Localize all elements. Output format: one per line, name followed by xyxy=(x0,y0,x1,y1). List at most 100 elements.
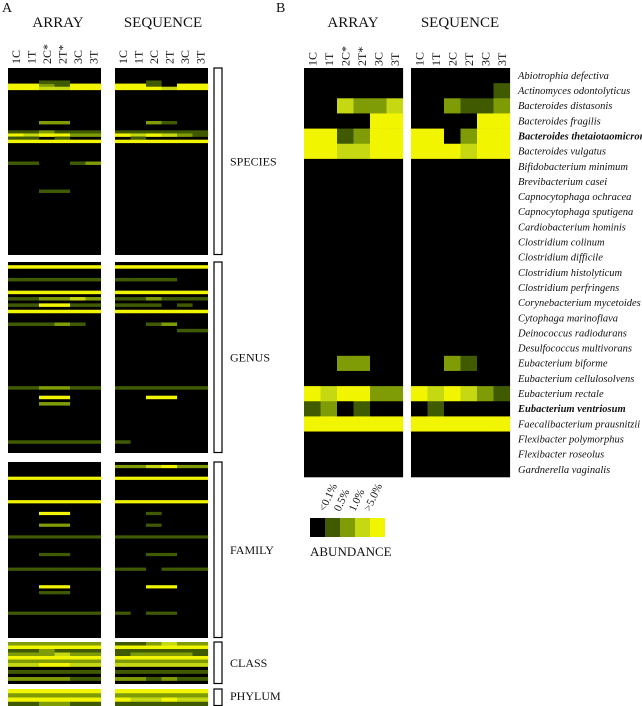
heatmap-cell xyxy=(370,204,387,220)
heatmap-cell xyxy=(85,649,102,653)
heatmap-cell xyxy=(460,280,478,296)
heatmap-cell xyxy=(177,652,193,657)
heatmap-cell xyxy=(477,370,494,387)
heatmap-cell xyxy=(23,677,40,681)
heatmap-cell xyxy=(39,663,55,667)
heatmap-cell xyxy=(146,585,162,589)
heatmap-cell xyxy=(493,340,511,357)
heatmap-cell xyxy=(304,401,321,417)
heatmap-cell xyxy=(161,386,178,390)
heatmap-cell xyxy=(161,133,178,137)
heatmap-cell xyxy=(115,476,131,480)
heatmap-cell xyxy=(304,83,321,99)
heatmap-cell xyxy=(39,309,55,314)
heatmap-cell xyxy=(444,431,461,448)
heatmap-cell xyxy=(427,280,445,296)
heatmap-cell xyxy=(54,652,71,657)
panel-b-sequence-title: SEQUENCE xyxy=(421,15,499,31)
heatmap-cell xyxy=(39,189,55,193)
heatmap-cell xyxy=(23,86,40,91)
heatmap-cell xyxy=(23,83,40,88)
column-label: 3C xyxy=(71,50,85,64)
heatmap-cell xyxy=(85,500,102,504)
heatmap-cell xyxy=(386,98,404,114)
heatmap-cell xyxy=(54,402,71,406)
heatmap-cell xyxy=(23,689,40,694)
heatmap-cell xyxy=(8,440,24,444)
heatmap-cell xyxy=(477,98,494,114)
heatmap-cell xyxy=(177,83,193,88)
heatmap-cell xyxy=(460,340,478,357)
heatmap-cell xyxy=(353,355,371,372)
heatmap-cell xyxy=(353,83,371,99)
heatmap-cell xyxy=(337,158,354,175)
species-label: Flexibacter roseolus xyxy=(517,450,604,461)
panel-a-column-labels: 1C 1T 2C* 2T* 3C 3T 1C 1T 2C 2T 3C 3T xyxy=(9,44,208,64)
heatmap-cell xyxy=(115,693,131,698)
column-label: 2C xyxy=(445,52,459,66)
heatmap-cell xyxy=(386,68,404,84)
heatmap-cell xyxy=(54,500,71,504)
heatmap-cell xyxy=(370,158,387,175)
heatmap-cell xyxy=(161,130,178,134)
heatmap-cell xyxy=(444,98,461,114)
species-label: Cardiobacterium hominis xyxy=(518,222,626,233)
heatmap-cell xyxy=(320,189,338,205)
heatmap-cell xyxy=(370,113,387,129)
array-section-background xyxy=(8,462,101,638)
heatmap-cell xyxy=(304,355,321,372)
heatmap-cell xyxy=(146,120,162,125)
heatmap-cell xyxy=(115,535,131,539)
heatmap-cell xyxy=(320,340,338,357)
heatmap-cell xyxy=(370,219,387,235)
heatmap-cell xyxy=(39,656,55,660)
heatmap-cell xyxy=(23,303,40,307)
heatmap-cell xyxy=(320,280,338,296)
heatmap-cell xyxy=(477,295,494,311)
heatmap-cell xyxy=(161,611,178,615)
heatmap-cell xyxy=(370,98,387,114)
heatmap-cell xyxy=(39,649,55,653)
heatmap-cell xyxy=(320,219,338,235)
heatmap-cell xyxy=(130,309,147,314)
heatmap-cell xyxy=(161,265,178,269)
heatmap-cell xyxy=(411,325,428,341)
heatmap-cell xyxy=(115,265,131,269)
species-label: Eubacterium cellulosolvens xyxy=(517,374,634,385)
heatmap-cell xyxy=(130,697,147,703)
heatmap-cell xyxy=(386,370,404,387)
heatmap-cell xyxy=(70,161,86,165)
heatmap-cell xyxy=(493,234,511,251)
heatmap-cell xyxy=(337,310,354,326)
heatmap-cell xyxy=(177,476,193,480)
heatmap-cell xyxy=(39,83,55,88)
species-label: Bifidobacterium minimum xyxy=(518,162,628,173)
heatmap-cell xyxy=(444,370,461,387)
heatmap-cell xyxy=(8,139,24,144)
heatmap-cell xyxy=(39,133,55,137)
heatmap-cell xyxy=(444,128,461,145)
heatmap-cell xyxy=(192,476,209,480)
heatmap-cell xyxy=(161,663,178,667)
heatmap-cell xyxy=(8,290,24,295)
heatmap-cell xyxy=(23,440,40,444)
heatmap-cell xyxy=(460,386,478,402)
column-label: 2C* xyxy=(40,44,54,64)
heatmap-cell xyxy=(460,249,478,266)
heatmap-cell xyxy=(493,386,511,402)
heatmap-cell xyxy=(85,642,102,646)
heatmap-cell xyxy=(70,689,86,694)
heatmap-cell xyxy=(8,689,24,694)
heatmap-cell xyxy=(161,464,178,469)
heatmap-cell xyxy=(177,303,193,307)
section-bracket xyxy=(213,641,223,685)
heatmap-cell xyxy=(493,174,511,190)
heatmap-cell xyxy=(411,174,428,190)
heatmap-cell xyxy=(320,128,338,145)
heatmap-cell xyxy=(161,277,178,282)
heatmap-cell xyxy=(146,303,162,307)
heatmap-cell xyxy=(54,689,71,694)
heatmap-cell xyxy=(8,161,24,165)
heatmap-cell xyxy=(493,143,511,160)
species-label: Bacteroides thetaiotaomicron xyxy=(517,131,642,142)
